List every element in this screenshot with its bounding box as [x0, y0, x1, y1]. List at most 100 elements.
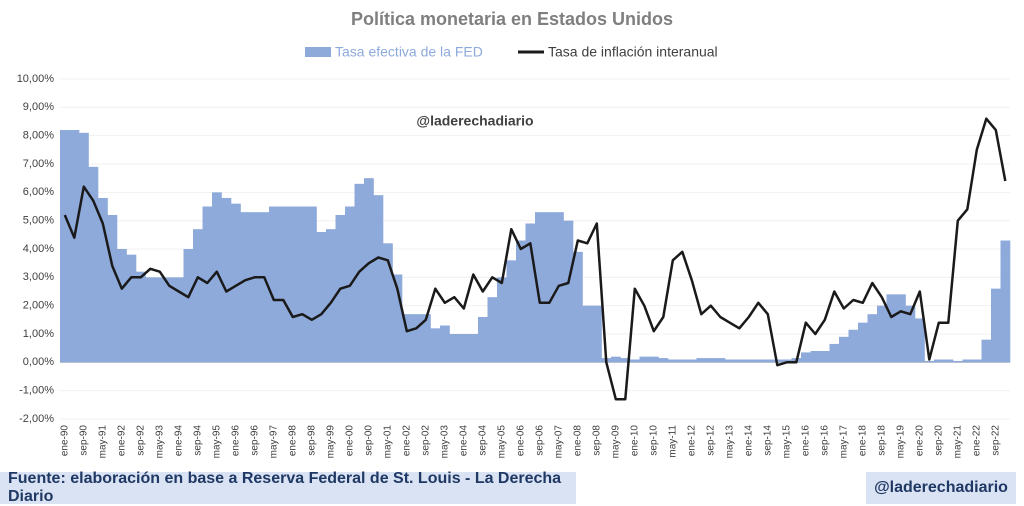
x-tick-label: sep-94	[192, 425, 203, 456]
x-tick-label: ene-96	[230, 425, 241, 457]
x-tick-label: sep-92	[135, 425, 146, 456]
bar	[440, 325, 450, 363]
bar	[174, 277, 184, 363]
bar	[858, 322, 868, 363]
bar	[126, 254, 137, 363]
bar	[478, 317, 488, 363]
bar	[497, 277, 507, 363]
bar	[269, 206, 279, 363]
bar	[221, 198, 232, 363]
bar	[288, 206, 298, 363]
bar	[79, 132, 89, 363]
x-tick-label: may-05	[496, 425, 507, 459]
x-tick-label: ene-20	[914, 425, 925, 457]
x-tick-label: may-97	[268, 425, 279, 459]
bar	[753, 359, 764, 363]
bar	[972, 359, 982, 363]
bar	[69, 130, 80, 363]
bar	[706, 358, 716, 363]
bar	[563, 220, 574, 363]
bar	[250, 212, 260, 363]
bar	[107, 215, 118, 363]
bar	[117, 249, 127, 363]
x-tick-label: ene-98	[287, 425, 298, 457]
y-tick-label: 7,00%	[23, 158, 54, 170]
bar	[297, 206, 308, 363]
bar	[449, 334, 460, 363]
bar	[877, 305, 887, 363]
bar	[620, 358, 631, 363]
bar	[421, 314, 431, 363]
bar	[60, 130, 70, 363]
bar	[468, 334, 479, 363]
bar	[164, 277, 175, 363]
y-tick-label: 10,00%	[17, 73, 55, 85]
x-tick-label: sep-04	[477, 425, 488, 456]
x-tick-label: may-13	[724, 425, 735, 459]
bar	[896, 294, 906, 363]
bar	[136, 271, 146, 363]
x-tick-label: ene-22	[971, 425, 982, 457]
bar	[611, 356, 621, 363]
x-tick-label: ene-00	[344, 425, 355, 457]
x-tick-label: ene-12	[686, 425, 697, 457]
x-tick-label: ene-14	[743, 425, 754, 457]
bar	[763, 359, 773, 363]
bar	[934, 359, 944, 363]
bar	[715, 358, 726, 363]
bar	[240, 212, 251, 363]
bar	[696, 358, 707, 363]
x-tick-label: sep-08	[591, 425, 602, 456]
bar	[402, 314, 412, 363]
x-tick-label: sep-10	[648, 425, 659, 456]
bar	[259, 212, 270, 363]
legend-label: Tasa de inflación interanual	[548, 44, 718, 60]
chart: Política monetaria en Estados Unidos @la…	[17, 9, 1011, 459]
y-tick-label: 2,00%	[23, 300, 54, 312]
bar	[193, 229, 203, 363]
bar	[668, 359, 678, 363]
y-tick-label: 0,00%	[23, 356, 54, 368]
x-tick-label: sep-06	[534, 425, 545, 456]
x-tick-label: ene-10	[629, 425, 640, 457]
line	[63, 117, 1007, 401]
bar	[98, 198, 108, 363]
bar	[744, 359, 754, 363]
x-tick-label: may-15	[781, 425, 792, 459]
x-tick-label: ene-02	[401, 425, 412, 457]
x-tick-label: may-01	[382, 425, 393, 459]
x-tick-label: sep-96	[249, 425, 260, 456]
bar	[383, 243, 393, 363]
chart-title: Política monetaria en Estados Unidos	[351, 9, 673, 29]
x-tick-label: may-17	[838, 425, 849, 459]
bar	[839, 336, 849, 363]
brand: @laderechadiario	[866, 472, 1016, 504]
x-tick-label: sep-18	[876, 425, 887, 456]
y-tick-label: 6,00%	[23, 186, 54, 198]
bar	[592, 305, 602, 363]
bar	[155, 277, 165, 363]
bar	[630, 359, 640, 363]
x-tick-label: may-99	[325, 425, 336, 459]
x-tick-label: ene-16	[800, 425, 811, 457]
x-tick-label: sep-00	[363, 425, 374, 456]
y-tick-label: 5,00%	[23, 215, 54, 227]
x-tick-label: sep-22	[990, 425, 1001, 456]
bar	[649, 356, 659, 363]
x-tick-label: ene-08	[572, 425, 583, 457]
bar	[459, 334, 469, 363]
bar	[962, 359, 973, 363]
bar	[734, 359, 745, 363]
x-tick-label: may-91	[97, 425, 108, 459]
source: Fuente: elaboración en base a Reserva Fe…	[0, 470, 576, 505]
bar	[582, 305, 593, 363]
bar	[905, 305, 916, 363]
x-tick-label: ene-90	[59, 425, 70, 457]
bar	[801, 352, 811, 363]
y-tick-label: -2,00%	[19, 413, 54, 425]
bar	[373, 195, 384, 363]
x-tick-label: sep-14	[762, 425, 773, 456]
x-tick-label: sep-20	[933, 425, 944, 456]
y-tick-label: 8,00%	[23, 130, 54, 142]
x-tick-label: may-11	[667, 425, 678, 458]
